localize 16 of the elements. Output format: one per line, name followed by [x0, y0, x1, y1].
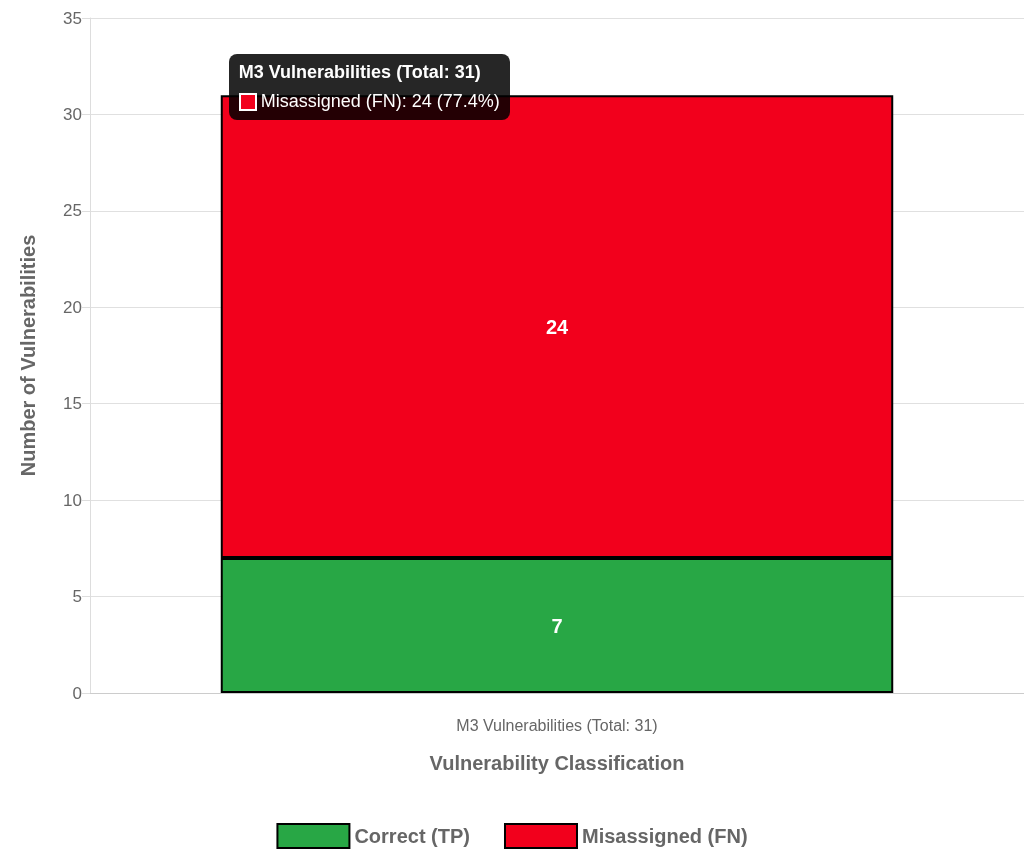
y-tick-label: 20: [63, 297, 82, 317]
y-tick-label: 10: [63, 490, 82, 510]
y-tick-label: 30: [63, 104, 82, 124]
legend-label: Correct (TP): [354, 825, 471, 847]
legend-label: Misassigned (FN): [582, 825, 748, 847]
y-tick-label: 35: [63, 8, 82, 28]
x-axis-title: Vulnerability Classification: [429, 752, 685, 774]
y-tick-label: 5: [72, 587, 82, 607]
data-label: 7: [551, 614, 563, 637]
y-tick-label: 0: [72, 683, 82, 703]
y-tick-label: 25: [63, 201, 82, 221]
data-label: 24: [545, 315, 569, 338]
annotation: M3 Vulnerabilities (Total: 31): [238, 62, 482, 84]
y-tick-label: 15: [63, 394, 82, 414]
y-axis-title: Number of Vulnerabilities: [17, 234, 39, 477]
annotation: Misassigned (FN): 24 (77.4%): [260, 91, 500, 113]
